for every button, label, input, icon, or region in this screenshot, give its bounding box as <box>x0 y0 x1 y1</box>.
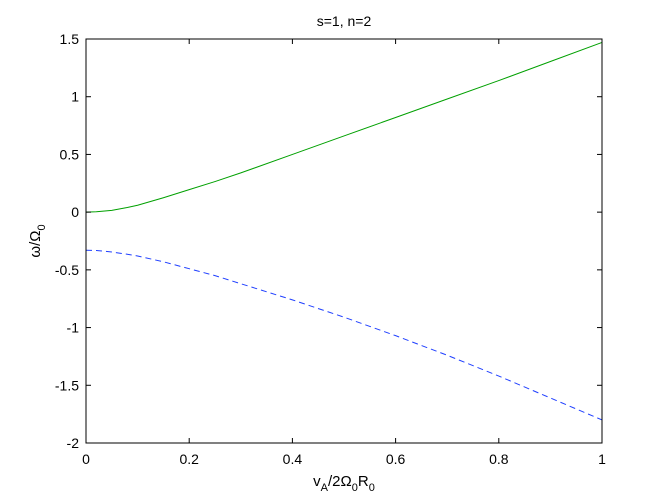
y-tick-label: -0.5 <box>55 262 79 278</box>
series-line-solid <box>85 41 603 213</box>
x-tick-label: 0.4 <box>283 451 303 467</box>
chart-title: s=1, n=2 <box>317 13 372 29</box>
y-tick-label: 1 <box>71 89 79 105</box>
axes-layer <box>85 38 603 444</box>
plot-frame <box>85 38 603 444</box>
y-axis-label: ω/Ω0​ <box>27 224 48 257</box>
y-tick-label: 0 <box>71 204 79 220</box>
plot-area <box>86 39 602 443</box>
y-tick-label: -1 <box>67 320 80 336</box>
x-axis-label: vA​/2Ω0​R0​ <box>313 473 375 494</box>
ticks-layer: 0 0.2 0.4 0.6 0.8 1 1.5 1 0.5 0 -0.5 -1 -1.5 -2 <box>55 31 606 467</box>
x-tick-label: 0 <box>82 451 90 467</box>
x-tick-label: 1 <box>598 451 606 467</box>
x-tick-label: 0.2 <box>179 451 199 467</box>
series-line-dashed <box>85 249 603 421</box>
y-tick-label: -2 <box>67 435 80 451</box>
x-tick-label: 0.6 <box>386 451 406 467</box>
y-tick-label: 0.5 <box>60 146 80 162</box>
x-tick-label: 0.8 <box>489 451 509 467</box>
y-tick-label: 1.5 <box>60 31 80 47</box>
series-layer <box>85 41 603 421</box>
y-tick-label: -1.5 <box>55 377 79 393</box>
